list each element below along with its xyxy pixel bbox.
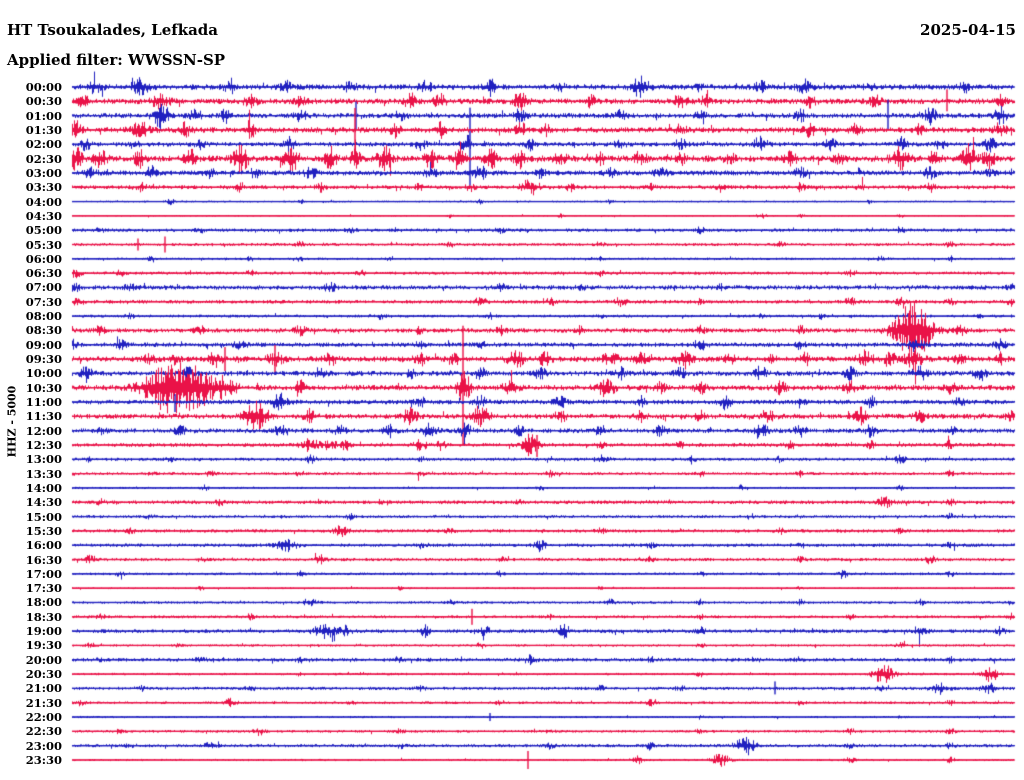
time-label: 00:00: [25, 80, 62, 94]
time-label: 20:00: [25, 652, 62, 667]
time-label: 04:30: [25, 208, 62, 223]
time-label: 17:00: [25, 566, 62, 581]
time-label: 11:00: [25, 395, 62, 410]
time-label: 03:00: [25, 165, 62, 180]
record-date: 2025-04-15: [920, 21, 1016, 39]
time-label: 21:00: [25, 681, 62, 696]
time-label: 08:30: [25, 323, 62, 338]
time-label: 23:30: [25, 752, 62, 767]
time-label: 07:30: [25, 294, 62, 309]
time-label: 19:30: [25, 638, 62, 653]
time-label: 07:00: [25, 280, 62, 295]
time-label: 19:00: [25, 624, 62, 639]
time-label: 15:30: [25, 523, 62, 538]
time-label: 09:30: [25, 352, 62, 367]
time-label: 06:00: [25, 251, 62, 266]
time-label: 22:30: [25, 724, 62, 739]
time-label: 23:00: [25, 738, 62, 753]
time-label: 10:30: [25, 380, 62, 395]
time-label: 03:30: [25, 180, 62, 195]
applied-filter-label: Applied filter: WWSSN-SP: [7, 51, 226, 69]
time-label: 13:00: [25, 452, 62, 467]
time-label: 01:30: [25, 122, 62, 137]
time-label: 02:30: [25, 151, 62, 166]
time-label: 17:30: [25, 581, 62, 596]
time-label: 02:00: [25, 137, 62, 152]
time-label: 06:30: [25, 266, 62, 281]
time-label: 12:30: [25, 437, 62, 452]
time-label: 11:30: [25, 409, 62, 424]
time-label: 14:30: [25, 495, 62, 510]
time-label: 01:00: [25, 108, 62, 123]
time-label: 05:00: [25, 223, 62, 238]
station-title: HT Tsoukalades, Lefkada: [7, 21, 219, 39]
time-label: 04:00: [25, 194, 62, 209]
time-label: 05:30: [25, 237, 62, 252]
time-label: 08:00: [25, 309, 62, 324]
time-label: 09:00: [25, 337, 62, 352]
time-label: 14:00: [25, 480, 62, 495]
time-label: 18:00: [25, 595, 62, 610]
time-label: 22:00: [25, 710, 62, 725]
time-label: 13:30: [25, 466, 62, 481]
time-label: 16:30: [25, 552, 62, 567]
time-label: 21:30: [25, 695, 62, 710]
time-label: 20:30: [25, 667, 62, 682]
time-label: 10:00: [25, 366, 62, 381]
time-label: 18:30: [25, 609, 62, 624]
time-label: 16:00: [25, 538, 62, 553]
time-label: 12:00: [25, 423, 62, 438]
time-label: 00:30: [25, 94, 62, 109]
time-label: 15:00: [25, 509, 62, 524]
